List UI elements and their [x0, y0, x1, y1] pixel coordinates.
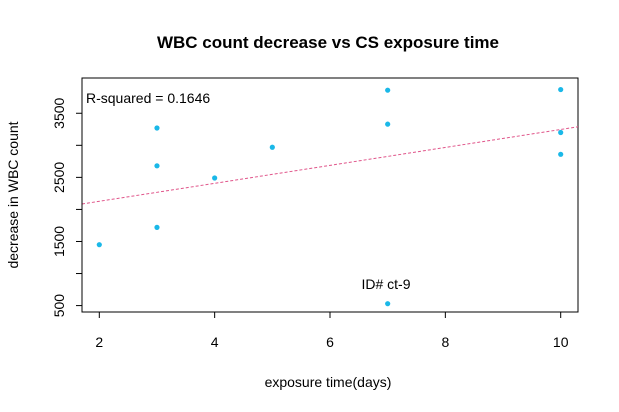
regression-line-group: [81, 126, 579, 205]
data-point: [154, 224, 160, 230]
x-axis: 2 4 6 8 10: [95, 311, 569, 350]
chart-title: WBC count decrease vs CS exposure time: [157, 33, 499, 52]
data-points: [96, 86, 564, 307]
data-point: [154, 163, 160, 169]
x-tick-label: 4: [211, 334, 219, 350]
y-axis-label: decrease in WBC count: [5, 121, 21, 268]
data-point: [385, 121, 391, 127]
x-tick-label: 2: [95, 334, 103, 350]
x-tick-label: 6: [326, 334, 334, 350]
x-tick-label: 8: [441, 334, 449, 350]
plot-frame: [81, 77, 579, 313]
data-point: [558, 151, 564, 157]
data-point: [96, 242, 102, 248]
data-point: [385, 87, 391, 93]
y-axis: 500 1500 2500 3500: [51, 97, 83, 318]
y-tick-label: 500: [51, 294, 67, 318]
data-point: [269, 144, 275, 150]
data-point: [558, 86, 564, 93]
regression-line: [81, 126, 579, 205]
data-point: [558, 129, 564, 136]
x-axis-label: exposure time(days): [265, 374, 392, 390]
y-tick-label: 2500: [51, 162, 67, 193]
data-point: [212, 175, 218, 181]
y-tick-label: 1500: [51, 226, 67, 257]
y-tick-label: 3500: [51, 97, 67, 128]
data-point: [154, 125, 160, 131]
data-point: [385, 301, 391, 307]
r-squared-annotation: R-squared = 0.1646: [86, 90, 210, 106]
x-tick-label: 10: [553, 334, 569, 350]
outlier-annotation: ID# ct-9: [361, 276, 410, 292]
